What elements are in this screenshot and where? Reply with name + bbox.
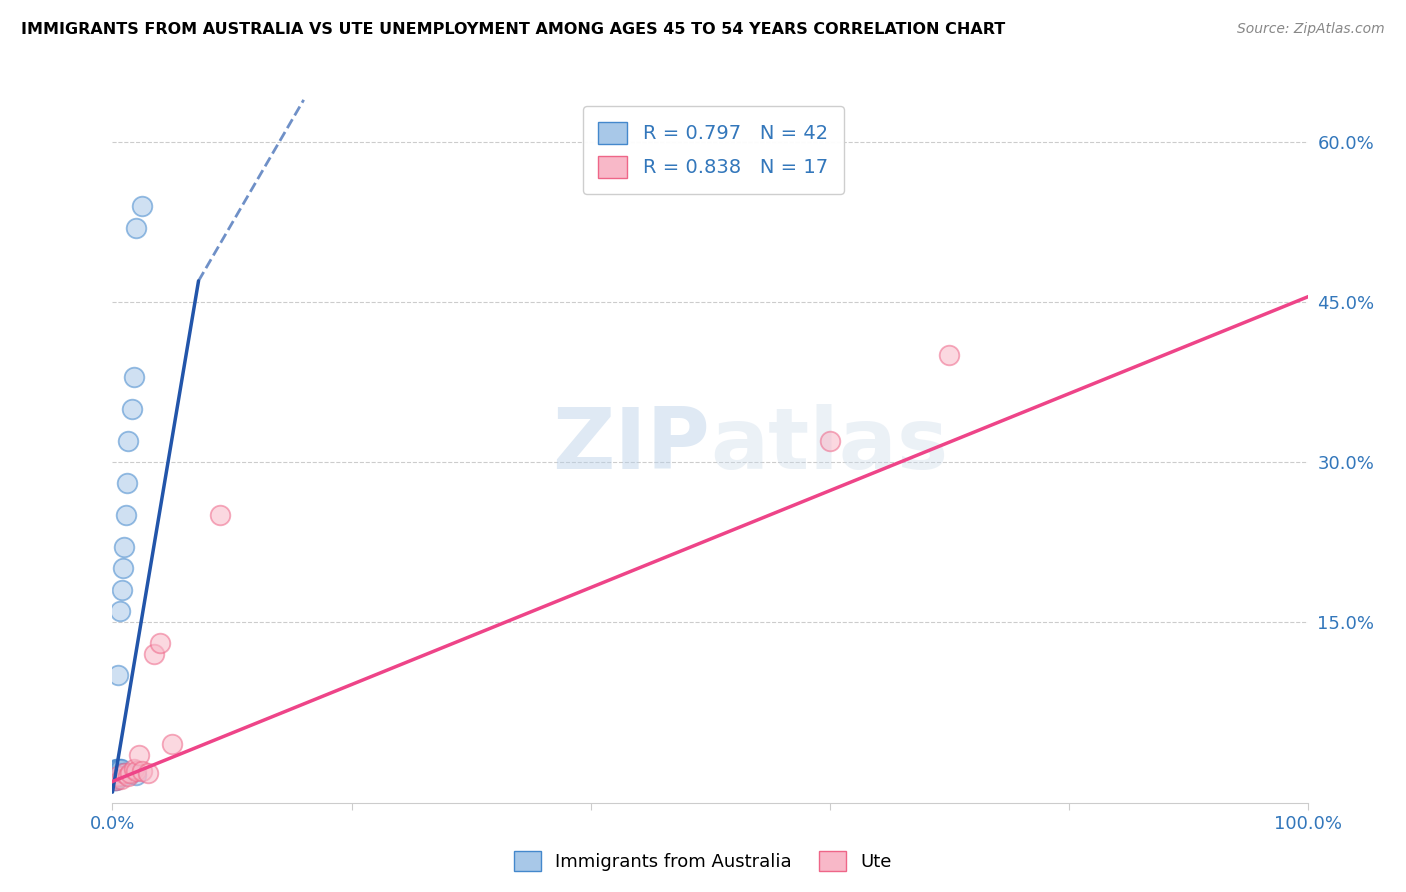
Point <box>162 737 183 751</box>
Text: atlas: atlas <box>710 404 948 488</box>
Point <box>125 220 148 235</box>
Point <box>105 767 128 781</box>
Point <box>104 769 127 783</box>
Point <box>104 773 127 788</box>
Text: Source: ZipAtlas.com: Source: ZipAtlas.com <box>1237 22 1385 37</box>
Point <box>122 762 145 776</box>
Point <box>111 769 134 783</box>
Point <box>105 773 128 788</box>
Point <box>114 508 136 523</box>
Point <box>110 772 132 787</box>
Point <box>110 766 132 780</box>
Point <box>107 668 129 682</box>
Legend: R = 0.797   N = 42, R = 0.838   N = 17: R = 0.797 N = 42, R = 0.838 N = 17 <box>582 106 844 194</box>
Point <box>103 772 125 786</box>
Point <box>114 766 135 780</box>
Point <box>105 762 128 776</box>
Point <box>107 766 129 780</box>
Point <box>107 769 129 783</box>
Point <box>114 766 135 780</box>
Point <box>111 582 134 597</box>
Point <box>114 540 135 554</box>
Point <box>121 401 143 416</box>
Point <box>108 766 131 780</box>
Point <box>104 766 127 780</box>
Point <box>125 764 148 778</box>
Point <box>104 772 127 786</box>
Point <box>103 769 125 783</box>
Point <box>112 561 135 575</box>
Point <box>105 772 128 786</box>
Point <box>209 508 232 523</box>
Point <box>105 766 128 780</box>
Point <box>108 762 131 776</box>
Point <box>104 764 127 778</box>
Point <box>143 647 166 661</box>
Point <box>105 773 128 788</box>
Point <box>120 767 142 781</box>
Point <box>110 762 132 776</box>
Point <box>128 747 150 762</box>
Text: ZIP: ZIP <box>553 404 710 488</box>
Point <box>131 764 153 778</box>
Point <box>115 476 138 491</box>
Point <box>120 766 142 780</box>
Text: IMMIGRANTS FROM AUSTRALIA VS UTE UNEMPLOYMENT AMONG AGES 45 TO 54 YEARS CORRELAT: IMMIGRANTS FROM AUSTRALIA VS UTE UNEMPLO… <box>21 22 1005 37</box>
Point <box>105 764 128 778</box>
Legend: Immigrants from Australia, Ute: Immigrants from Australia, Ute <box>506 844 900 879</box>
Point <box>108 604 131 618</box>
Point <box>105 772 128 786</box>
Point <box>149 636 172 650</box>
Point <box>938 349 960 363</box>
Point <box>818 434 841 448</box>
Point <box>138 766 160 780</box>
Point <box>125 768 148 782</box>
Point <box>131 199 153 213</box>
Point <box>105 769 128 783</box>
Point <box>122 369 145 384</box>
Point <box>107 762 129 776</box>
Point <box>117 769 139 783</box>
Point <box>103 773 125 788</box>
Point <box>103 764 125 779</box>
Point <box>103 767 125 781</box>
Point <box>107 769 129 783</box>
Point <box>105 762 128 776</box>
Point <box>117 434 139 448</box>
